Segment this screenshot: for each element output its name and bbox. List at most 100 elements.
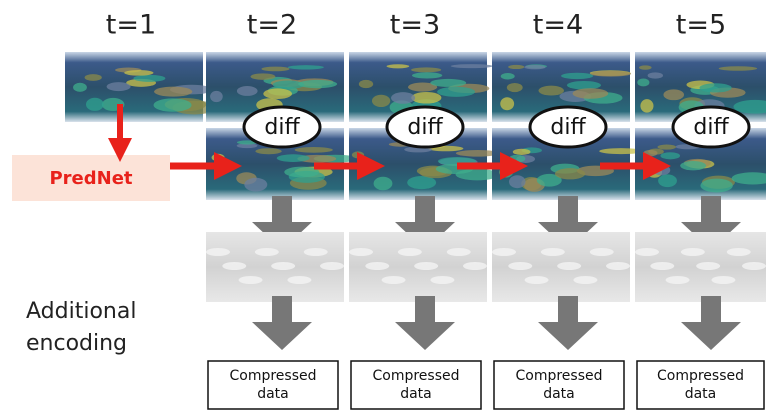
prednet-label: PredNet [49,168,132,189]
image-texture [349,248,373,256]
output-label: data [400,386,432,402]
image-texture [696,262,720,270]
image-texture [657,144,676,149]
image-texture [680,161,706,170]
down-arrow [252,296,312,350]
time-label: t=2 [247,10,297,41]
output-label: Compressed [229,368,316,384]
image-texture [437,87,475,97]
image-texture [711,276,735,284]
image-texture [501,73,515,79]
image-texture [222,262,246,270]
image-texture [412,72,442,78]
image-texture [277,154,310,162]
image-texture [508,262,532,270]
image-texture [298,80,337,88]
output-label: Compressed [515,368,602,384]
image-texture [541,248,565,256]
image-texture [635,248,659,256]
image-texture [681,248,705,256]
diff-label: diff [693,115,729,140]
image-texture [643,150,657,157]
image-texture [255,248,279,256]
image-texture [154,87,192,97]
image-texture [719,66,757,71]
image-texture [124,70,153,76]
down-arrow [395,296,455,350]
image-texture [606,262,630,270]
time-label: t=1 [106,10,156,41]
image-texture [639,65,652,69]
image-texture [637,79,649,87]
image-texture [666,276,690,284]
image-texture [742,262,766,270]
satellite-image [65,52,216,122]
image-texture [507,83,523,92]
image-texture [508,65,524,69]
side-label: encoding [26,331,127,356]
image-texture [524,65,545,69]
time-label: t=5 [676,10,726,41]
output-label: Compressed [657,368,744,384]
image-texture [451,64,493,68]
image-texture [295,147,333,153]
page: PredNet t=1t=2t=3t=4t=5diffCompresseddat… [0,0,766,414]
image-texture [261,67,289,72]
image-texture [304,248,328,256]
image-texture [561,73,593,79]
image-texture [727,248,751,256]
image-texture [372,95,390,107]
image-texture [513,149,531,155]
image-texture [700,179,732,193]
residual-image [349,232,487,302]
image-texture [320,262,344,270]
image-texture [430,276,454,284]
image-texture [567,81,601,90]
image-texture [398,248,422,256]
output-label: Compressed [372,368,459,384]
time-label: t=3 [390,10,440,41]
image-texture [374,177,393,190]
image-texture [430,79,466,87]
image-texture [650,262,674,270]
image-texture [590,248,614,256]
image-texture [251,73,276,80]
output-label: data [685,386,717,402]
image-texture [573,276,597,284]
side-label: Additional [26,299,136,324]
image-texture [107,82,131,91]
down-arrow [681,296,741,350]
image-texture [660,152,680,159]
image-texture [663,89,684,100]
image-texture [212,154,225,162]
image-texture [414,262,438,270]
image-texture [463,262,487,270]
image-texture [500,97,514,110]
residual-image [635,232,766,302]
image-texture [525,276,549,284]
output-label: data [257,386,289,402]
image-texture [153,98,191,111]
image-texture [382,276,406,284]
image-texture [271,262,295,270]
image-texture [573,88,609,99]
image-texture [411,92,441,104]
output-label: data [543,386,575,402]
image-texture [210,91,223,102]
image-texture [387,64,410,68]
image-texture [237,86,258,96]
image-texture [557,262,581,270]
image-texture [263,88,292,99]
image-texture [85,74,102,81]
image-texture [133,75,165,82]
image-texture [699,83,731,92]
image-texture [86,98,104,111]
residual-image [206,232,344,302]
image-texture [288,65,324,69]
image-texture [365,262,389,270]
image-texture [447,248,471,256]
image-texture [206,248,230,256]
down-arrow [538,296,598,350]
diagram: PredNet t=1t=2t=3t=4t=5diffCompresseddat… [0,0,766,414]
image-texture [255,148,281,154]
